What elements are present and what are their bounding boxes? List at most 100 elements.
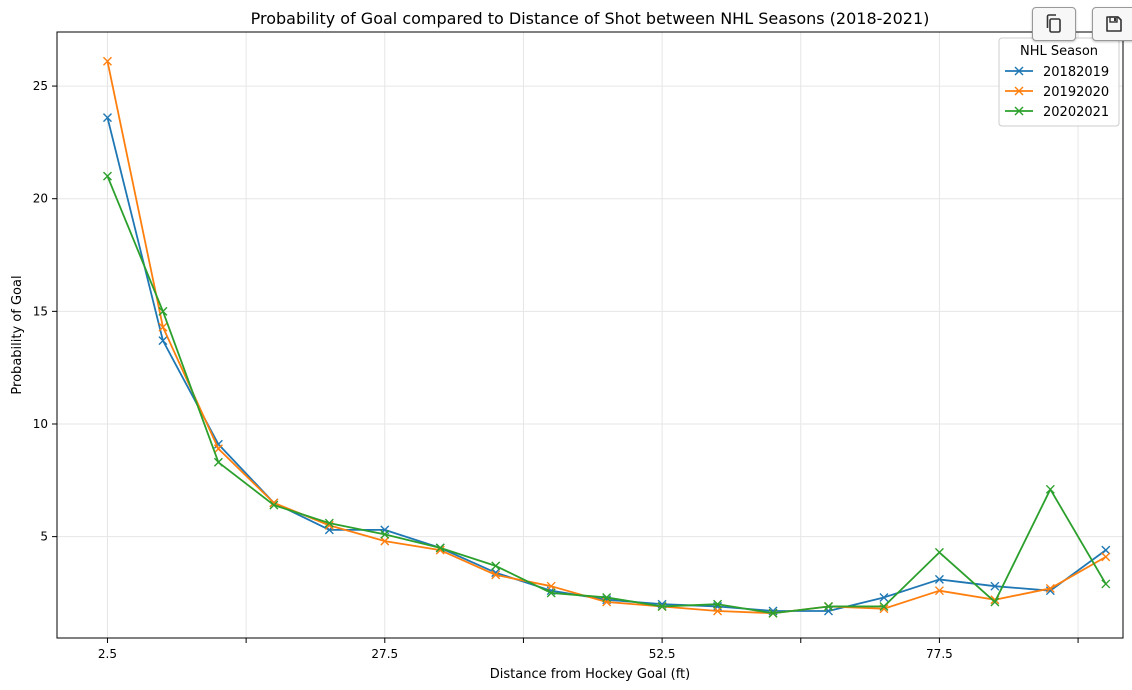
marker-stroke bbox=[546, 581, 556, 591]
data-point bbox=[934, 574, 944, 584]
axes: 2.5 27.5 52.5 77.5 5 10 15 20 25 bbox=[33, 31, 1124, 661]
x-tick-label: 2.5 bbox=[98, 647, 117, 661]
data-point bbox=[768, 608, 778, 618]
x-tick-label: 52.5 bbox=[649, 647, 676, 661]
data-point bbox=[546, 581, 556, 591]
marker-stroke bbox=[1045, 583, 1055, 593]
marker-stroke bbox=[435, 543, 445, 553]
data-point bbox=[491, 570, 501, 580]
marker-stroke bbox=[879, 604, 889, 614]
marker-stroke bbox=[380, 536, 390, 546]
marker-stroke bbox=[1014, 106, 1024, 116]
marker-stroke bbox=[713, 599, 723, 609]
marker-stroke bbox=[491, 570, 501, 580]
legend-item: 20192020 bbox=[1005, 85, 1109, 100]
marker-stroke bbox=[1101, 552, 1111, 562]
copy-icon bbox=[1046, 14, 1061, 33]
legend-item: 20182019 bbox=[1005, 65, 1109, 80]
marker-stroke bbox=[158, 336, 168, 346]
legend-title: NHL Season bbox=[1020, 44, 1098, 59]
marker-stroke bbox=[491, 568, 501, 578]
marker-stroke bbox=[934, 547, 944, 557]
marker-stroke bbox=[269, 500, 279, 510]
legend-marker bbox=[1014, 66, 1024, 76]
marker-stroke bbox=[102, 56, 112, 66]
marker-stroke bbox=[934, 586, 944, 596]
marker-stroke bbox=[102, 113, 112, 123]
data-point bbox=[713, 599, 723, 609]
marker-stroke bbox=[823, 601, 833, 611]
data-point bbox=[102, 113, 112, 123]
chart-title: Probability of Goal compared to Distance… bbox=[251, 9, 930, 28]
marker-stroke bbox=[713, 606, 723, 616]
data-point bbox=[1045, 484, 1055, 494]
grid-lines bbox=[57, 32, 1123, 638]
marker-stroke bbox=[491, 561, 501, 571]
data-point bbox=[380, 536, 390, 546]
marker-stroke bbox=[602, 592, 612, 602]
y-axis-label: Probability of Goal bbox=[10, 275, 25, 394]
series-20182019 bbox=[102, 113, 1111, 616]
data-point bbox=[1045, 586, 1055, 596]
legend-label: 20192020 bbox=[1043, 85, 1109, 100]
data-point bbox=[657, 601, 667, 611]
data-point bbox=[269, 500, 279, 510]
x-axis-label: Distance from Hockey Goal (ft) bbox=[490, 667, 690, 682]
data-point bbox=[990, 581, 1000, 591]
data-point bbox=[158, 306, 168, 316]
marker-stroke bbox=[1101, 545, 1111, 555]
data-point bbox=[435, 543, 445, 553]
marker-stroke bbox=[1101, 579, 1111, 589]
y-tick-label: 10 bbox=[33, 417, 48, 431]
data-point bbox=[380, 529, 390, 539]
marker-stroke bbox=[1045, 586, 1055, 596]
data-point bbox=[491, 561, 501, 571]
data-point bbox=[879, 601, 889, 611]
marker-stroke bbox=[213, 457, 223, 467]
series-layer bbox=[102, 56, 1111, 618]
marker-stroke bbox=[990, 597, 1000, 607]
marker-stroke bbox=[213, 444, 223, 454]
marker-stroke bbox=[1014, 86, 1024, 96]
data-point bbox=[1101, 552, 1111, 562]
marker-stroke bbox=[158, 322, 168, 332]
save-button[interactable] bbox=[1092, 7, 1132, 41]
marker-stroke bbox=[324, 520, 334, 530]
series-20202021 bbox=[102, 171, 1111, 618]
legend-marker bbox=[1014, 86, 1024, 96]
series-line bbox=[106, 175, 1107, 615]
data-point bbox=[1045, 583, 1055, 593]
marker-stroke bbox=[102, 171, 112, 181]
data-point bbox=[213, 444, 223, 454]
x-tick-label: 27.5 bbox=[371, 647, 398, 661]
x-tick-label: 77.5 bbox=[926, 647, 953, 661]
data-point bbox=[934, 586, 944, 596]
y-tick-label: 25 bbox=[33, 79, 48, 93]
y-tick-label: 5 bbox=[40, 530, 48, 544]
legend-item: 20202021 bbox=[1005, 105, 1109, 120]
data-point bbox=[934, 547, 944, 557]
data-point bbox=[823, 601, 833, 611]
marker-stroke bbox=[1014, 66, 1024, 76]
data-point bbox=[158, 336, 168, 346]
data-point bbox=[713, 606, 723, 616]
data-point bbox=[324, 518, 334, 528]
data-point bbox=[602, 592, 612, 602]
legend-label: 20182019 bbox=[1043, 65, 1109, 80]
marker-stroke bbox=[380, 529, 390, 539]
data-point bbox=[879, 592, 889, 602]
series-20192020 bbox=[102, 56, 1111, 618]
y-tick-label: 15 bbox=[33, 304, 48, 318]
marker-stroke bbox=[435, 545, 445, 555]
y-tick-label: 20 bbox=[33, 192, 48, 206]
data-point bbox=[1101, 545, 1111, 555]
marker-stroke bbox=[879, 592, 889, 602]
marker-stroke bbox=[657, 601, 667, 611]
marker-stroke bbox=[990, 581, 1000, 591]
data-point bbox=[990, 597, 1000, 607]
series-line bbox=[106, 61, 1107, 615]
marker-stroke bbox=[324, 518, 334, 528]
copy-button[interactable] bbox=[1032, 7, 1076, 41]
marker-stroke bbox=[768, 608, 778, 618]
